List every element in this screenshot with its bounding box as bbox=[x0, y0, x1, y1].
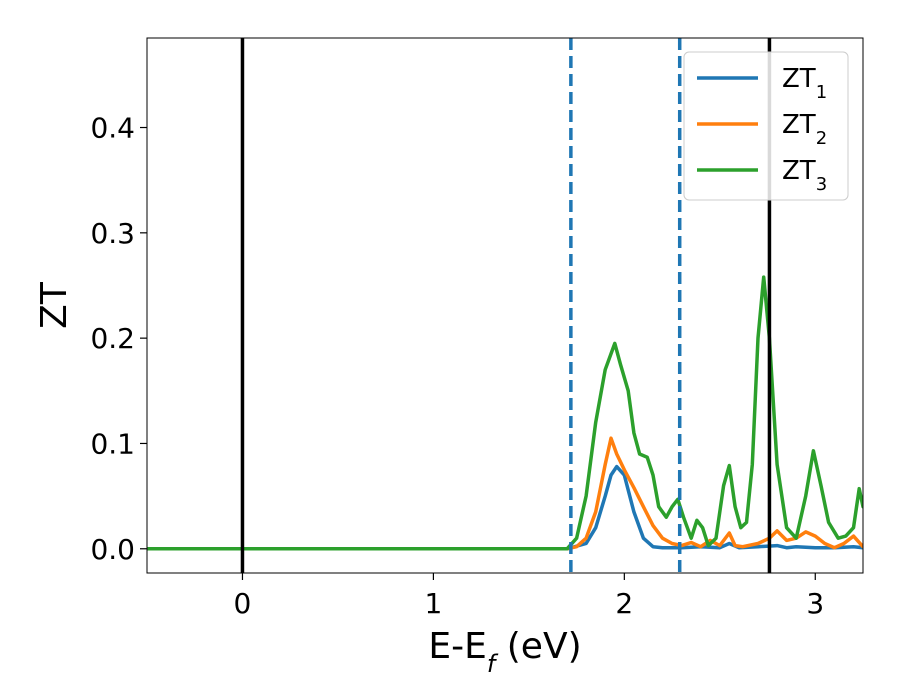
plot-frame bbox=[146, 37, 864, 574]
legend-box bbox=[683, 51, 849, 201]
legend-entry-zt2: ZT2 bbox=[697, 110, 827, 149]
series-line-zt1 bbox=[147, 464, 863, 551]
series-line-zt2 bbox=[147, 436, 863, 551]
x-axis-label: E-Ef (eV) bbox=[428, 626, 581, 678]
series-layer bbox=[147, 275, 863, 551]
x-tick-label: 2 bbox=[615, 587, 633, 620]
x-axis: 0 1 2 3 bbox=[234, 573, 824, 620]
legend-label: ZT2 bbox=[782, 110, 827, 149]
series-line-zt3 bbox=[147, 275, 863, 551]
x-tick-label: 1 bbox=[424, 587, 442, 620]
y-tick-label: 0.2 bbox=[90, 322, 135, 355]
x-tick-label: 3 bbox=[806, 587, 824, 620]
y-tick-label: 0.3 bbox=[90, 217, 135, 250]
y-tick-label: 0.4 bbox=[90, 112, 135, 145]
legend-label: ZT3 bbox=[782, 156, 827, 195]
legend: ZT1 ZT2 ZT3 bbox=[683, 51, 849, 201]
legend-entry-zt1: ZT1 bbox=[697, 64, 827, 103]
y-axis-label: ZT bbox=[34, 281, 75, 329]
y-tick-label: 0.0 bbox=[90, 533, 135, 566]
legend-label: ZT1 bbox=[782, 64, 827, 103]
x-tick-label: 0 bbox=[234, 587, 252, 620]
legend-entry-zt3: ZT3 bbox=[697, 156, 827, 195]
y-tick-label: 0.1 bbox=[90, 427, 135, 460]
x-axis-label-unit: (eV) bbox=[495, 626, 581, 667]
x-axis-label-main: E-E bbox=[428, 626, 486, 667]
y-axis: 0.0 0.1 0.2 0.3 0.4 bbox=[90, 112, 147, 566]
